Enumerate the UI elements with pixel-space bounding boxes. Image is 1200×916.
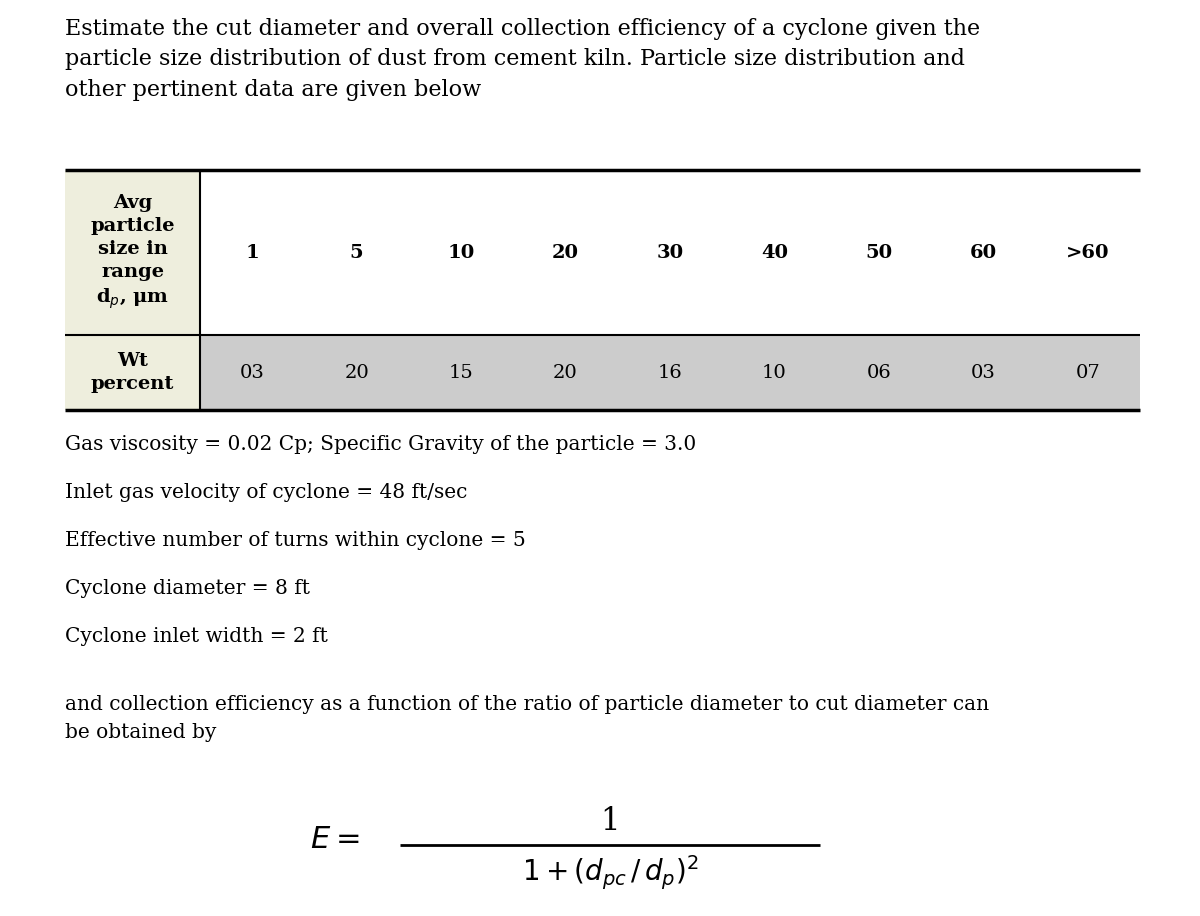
Text: 20: 20 — [552, 244, 580, 261]
Bar — [305, 170, 409, 335]
Text: 1: 1 — [245, 244, 259, 261]
Text: 15: 15 — [449, 364, 474, 381]
Text: Wt
percent: Wt percent — [91, 353, 174, 393]
Text: 07: 07 — [1075, 364, 1100, 381]
Bar — [722, 170, 827, 335]
Bar — [200, 170, 305, 335]
Bar — [618, 170, 722, 335]
Bar — [722, 335, 827, 410]
Text: Estimate the cut diameter and overall collection efficiency of a cyclone given t: Estimate the cut diameter and overall co… — [65, 18, 980, 101]
Text: 1: 1 — [600, 806, 619, 837]
Text: $E =$: $E =$ — [310, 824, 360, 856]
Text: and collection efficiency as a function of the ratio of particle diameter to cut: and collection efficiency as a function … — [65, 695, 989, 742]
Text: 30: 30 — [656, 244, 684, 261]
Bar — [514, 170, 618, 335]
Text: Avg
particle
size in
range
d$_p$, μm: Avg particle size in range d$_p$, μm — [90, 194, 175, 311]
Text: 10: 10 — [762, 364, 787, 381]
Text: 16: 16 — [658, 364, 683, 381]
Text: $1+(d_{pc}\,/\,d_p)^2$: $1+(d_{pc}\,/\,d_p)^2$ — [522, 853, 698, 891]
Bar — [65, 170, 200, 335]
Text: >60: >60 — [1066, 244, 1110, 261]
Text: Effective number of turns within cyclone = 5: Effective number of turns within cyclone… — [65, 531, 526, 550]
Bar — [514, 335, 618, 410]
Text: 5: 5 — [350, 244, 364, 261]
Bar — [618, 335, 722, 410]
Text: 03: 03 — [240, 364, 265, 381]
Text: Cyclone diameter = 8 ft: Cyclone diameter = 8 ft — [65, 579, 310, 598]
Bar — [1036, 335, 1140, 410]
Text: 40: 40 — [761, 244, 788, 261]
Text: Cyclone inlet width = 2 ft: Cyclone inlet width = 2 ft — [65, 627, 328, 646]
Bar — [931, 335, 1036, 410]
Bar — [409, 335, 514, 410]
Text: 06: 06 — [866, 364, 892, 381]
Text: 50: 50 — [865, 244, 893, 261]
Bar — [1036, 170, 1140, 335]
Text: 20: 20 — [553, 364, 578, 381]
Bar — [827, 170, 931, 335]
Bar — [305, 335, 409, 410]
Bar — [200, 335, 305, 410]
Bar — [931, 170, 1036, 335]
Bar — [65, 335, 200, 410]
Text: 60: 60 — [970, 244, 997, 261]
Text: Inlet gas velocity of cyclone = 48 ft/sec: Inlet gas velocity of cyclone = 48 ft/se… — [65, 483, 467, 502]
Bar — [409, 170, 514, 335]
Text: 20: 20 — [344, 364, 370, 381]
Text: 03: 03 — [971, 364, 996, 381]
Bar — [827, 335, 931, 410]
Text: Gas viscosity = 0.02 Cp; Specific Gravity of the particle = 3.0: Gas viscosity = 0.02 Cp; Specific Gravit… — [65, 435, 696, 454]
Text: 10: 10 — [448, 244, 475, 261]
